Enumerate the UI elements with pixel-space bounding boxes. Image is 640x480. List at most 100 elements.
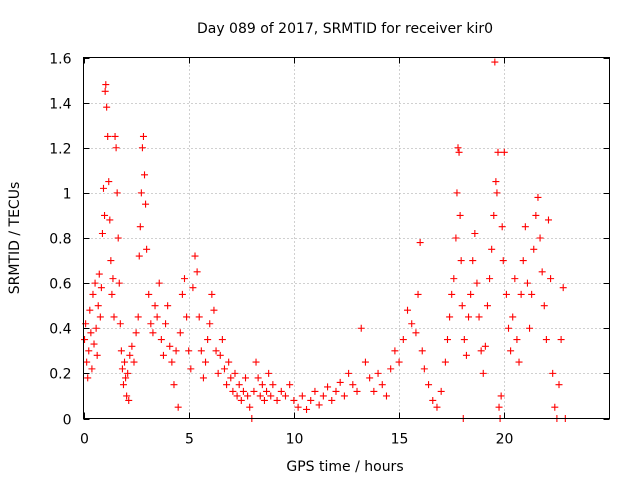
data-point (258, 381, 266, 389)
data-point (498, 223, 506, 231)
data-point (149, 329, 157, 337)
data-point (473, 279, 481, 287)
data-point (286, 381, 294, 389)
data-point (216, 351, 224, 359)
axis-tick-labels: 0 0.2 0.4 0.6 0.8 1 1.2 1.4 1.6 0 5 10 15 20 (49, 52, 513, 448)
data-point (103, 103, 111, 111)
data-point (458, 302, 466, 310)
data-point (414, 290, 422, 298)
data-point (172, 347, 180, 355)
data-point (139, 132, 147, 140)
data-point (429, 396, 437, 404)
x-tick-label: 10 (286, 432, 304, 448)
data-point (202, 358, 210, 366)
data-point (244, 392, 252, 400)
data-point (107, 257, 115, 265)
data-point (450, 275, 458, 283)
data-point (136, 223, 144, 231)
data-point (125, 396, 133, 404)
data-point (223, 381, 231, 389)
data-point (551, 403, 559, 411)
data-point (187, 365, 195, 373)
data-point (143, 245, 151, 253)
y-tick-label: 0.6 (49, 277, 71, 293)
data-point (408, 320, 416, 328)
data-point (319, 392, 327, 400)
data-point (488, 245, 496, 253)
data-point (521, 223, 529, 231)
data-point (162, 320, 170, 328)
data-point (517, 290, 525, 298)
data-point (96, 313, 104, 321)
data-point (499, 257, 507, 265)
plot-frame (83, 57, 610, 419)
data-point (231, 369, 239, 377)
data-point (142, 200, 150, 208)
data-point (425, 381, 433, 389)
data-point (86, 306, 94, 314)
x-axis-label: GPS time / hours (286, 459, 403, 475)
data-point (511, 275, 519, 283)
data-point (88, 365, 96, 373)
data-point (495, 403, 503, 411)
data-point (185, 347, 193, 355)
data-point (366, 374, 374, 382)
data-point (387, 365, 395, 373)
data-point (500, 148, 508, 156)
chart-title: Day 089 of 2017, SRMTID for receiver kir… (197, 21, 493, 37)
data-point (157, 336, 165, 344)
data-point (477, 347, 485, 355)
data-point (452, 234, 460, 242)
data-point (110, 313, 118, 321)
data-point (540, 302, 548, 310)
data-point (490, 211, 498, 219)
data-point (191, 252, 199, 260)
data-point (168, 358, 176, 366)
data-point (214, 369, 222, 377)
data-point (178, 290, 186, 298)
grid-lines (83, 57, 610, 419)
data-point (197, 347, 205, 355)
data-point (404, 306, 412, 314)
data-point (134, 313, 142, 321)
data-point (460, 336, 468, 344)
data-point (81, 336, 89, 344)
data-point (515, 358, 523, 366)
data-point (237, 396, 245, 404)
data-point (475, 313, 483, 321)
data-point (382, 392, 390, 400)
data-point (137, 189, 145, 197)
data-point (361, 358, 369, 366)
data-point (479, 369, 487, 377)
data-point (557, 336, 565, 344)
data-point (135, 252, 143, 260)
data-point (246, 403, 254, 411)
data-point (336, 378, 344, 386)
data-point (126, 351, 134, 359)
data-point (416, 239, 424, 247)
data-point (153, 313, 161, 321)
data-point (91, 279, 99, 287)
data-point (303, 405, 311, 413)
data-point (497, 392, 505, 400)
data-point (183, 313, 191, 321)
data-point (218, 336, 226, 344)
data-point (277, 387, 285, 395)
data-point (124, 369, 132, 377)
data-point (256, 392, 264, 400)
data-point (519, 257, 527, 265)
data-point (254, 374, 262, 382)
data-point (119, 381, 127, 389)
data-point (252, 358, 260, 366)
data-point (112, 144, 120, 152)
data-point (250, 387, 258, 395)
data-point (370, 387, 378, 395)
data-point (294, 403, 302, 411)
data-point (357, 324, 365, 332)
data-point (235, 381, 243, 389)
data-point (374, 369, 382, 377)
data-point (454, 144, 462, 152)
data-point (114, 234, 122, 242)
data-point (457, 257, 465, 265)
data-point (95, 270, 103, 278)
